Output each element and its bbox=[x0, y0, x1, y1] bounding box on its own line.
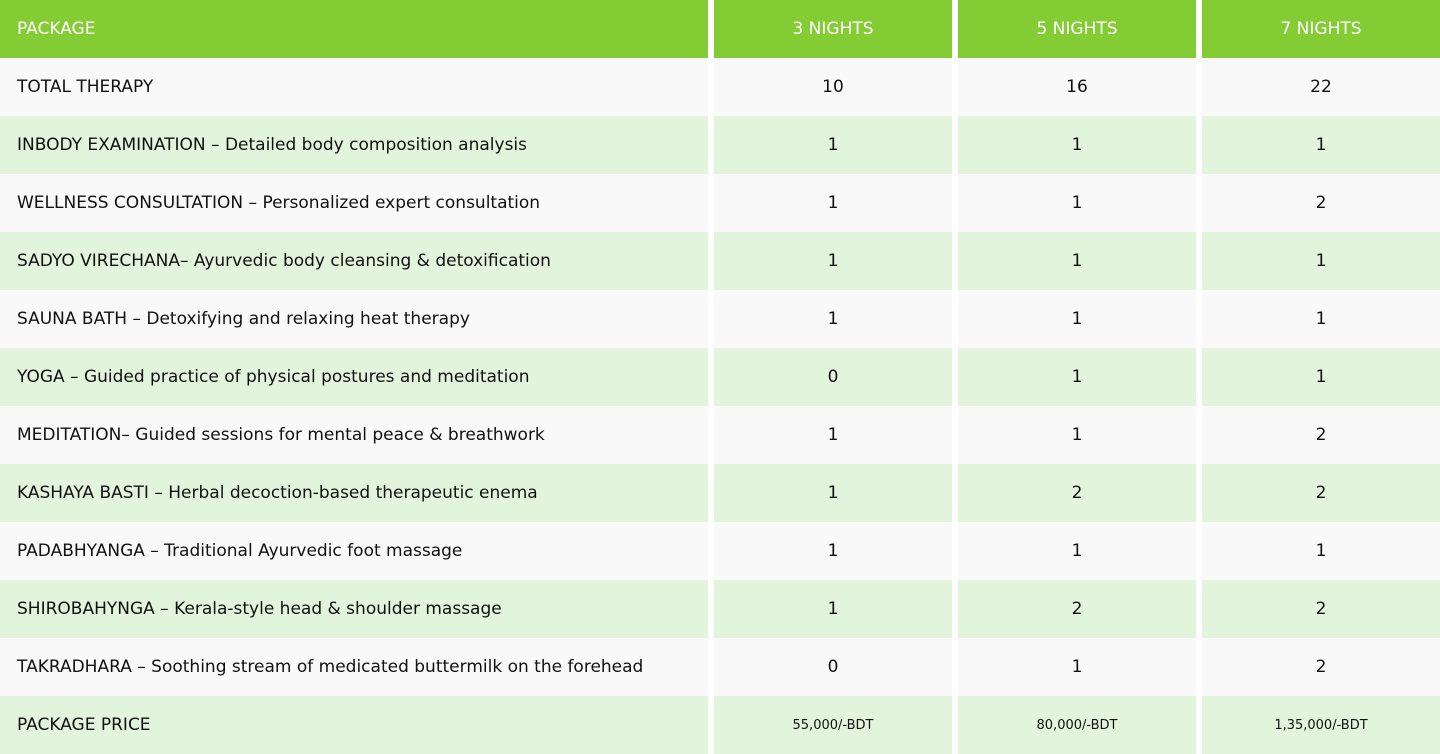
row-label: SADYO VIRECHANA– Ayurvedic body cleansin… bbox=[0, 232, 708, 290]
row-label: WELLNESS CONSULTATION – Personalized exp… bbox=[0, 174, 708, 232]
value-cell: 1 bbox=[1202, 522, 1440, 580]
row-label: INBODY EXAMINATION – Detailed body compo… bbox=[0, 116, 708, 174]
value-cell: 55,000/-BDT bbox=[714, 696, 952, 754]
row-label: SAUNA BATH – Detoxifying and relaxing he… bbox=[0, 290, 708, 348]
row-label: MEDITATION– Guided sessions for mental p… bbox=[0, 406, 708, 464]
value-cell: 1 bbox=[714, 232, 952, 290]
value-cell: 1 bbox=[958, 116, 1196, 174]
value-cell: 1 bbox=[714, 580, 952, 638]
value-cell: 1 bbox=[1202, 290, 1440, 348]
row-label: PADABHYANGA – Traditional Ayurvedic foot… bbox=[0, 522, 708, 580]
header-cell: 7 NIGHTS bbox=[1202, 0, 1440, 58]
value-cell: 2 bbox=[1202, 580, 1440, 638]
value-cell: 22 bbox=[1202, 58, 1440, 116]
value-cell: 1 bbox=[714, 464, 952, 522]
value-cell: 80,000/-BDT bbox=[958, 696, 1196, 754]
value-cell: 1 bbox=[714, 174, 952, 232]
value-cell: 10 bbox=[714, 58, 952, 116]
value-cell: 2 bbox=[1202, 464, 1440, 522]
value-cell: 1 bbox=[714, 116, 952, 174]
value-cell: 1 bbox=[958, 174, 1196, 232]
value-cell: 2 bbox=[1202, 174, 1440, 232]
value-cell: 2 bbox=[958, 580, 1196, 638]
value-cell: 1 bbox=[958, 522, 1196, 580]
value-cell: 16 bbox=[958, 58, 1196, 116]
value-cell: 0 bbox=[714, 638, 952, 696]
value-cell: 1 bbox=[714, 290, 952, 348]
header-cell: 5 NIGHTS bbox=[958, 0, 1196, 58]
header-cell: 3 NIGHTS bbox=[714, 0, 952, 58]
value-cell: 1 bbox=[1202, 232, 1440, 290]
value-cell: 1 bbox=[958, 348, 1196, 406]
value-cell: 1 bbox=[1202, 116, 1440, 174]
header-cell: PACKAGE bbox=[0, 0, 708, 58]
row-label: PACKAGE PRICE bbox=[0, 696, 708, 754]
value-cell: 1 bbox=[714, 406, 952, 464]
value-cell: 0 bbox=[714, 348, 952, 406]
row-label: YOGA – Guided practice of physical postu… bbox=[0, 348, 708, 406]
value-cell: 1,35,000/-BDT bbox=[1202, 696, 1440, 754]
value-cell: 1 bbox=[714, 522, 952, 580]
value-cell: 1 bbox=[958, 290, 1196, 348]
row-label: KASHAYA BASTI – Herbal decoction-based t… bbox=[0, 464, 708, 522]
value-cell: 1 bbox=[958, 232, 1196, 290]
row-label: TAKRADHARA – Soothing stream of medicate… bbox=[0, 638, 708, 696]
value-cell: 1 bbox=[958, 406, 1196, 464]
row-label: SHIROBAHYNGA – Kerala-style head & shoul… bbox=[0, 580, 708, 638]
value-cell: 1 bbox=[958, 638, 1196, 696]
value-cell: 2 bbox=[1202, 406, 1440, 464]
value-cell: 1 bbox=[1202, 348, 1440, 406]
value-cell: 2 bbox=[1202, 638, 1440, 696]
row-label: TOTAL THERAPY bbox=[0, 58, 708, 116]
value-cell: 2 bbox=[958, 464, 1196, 522]
